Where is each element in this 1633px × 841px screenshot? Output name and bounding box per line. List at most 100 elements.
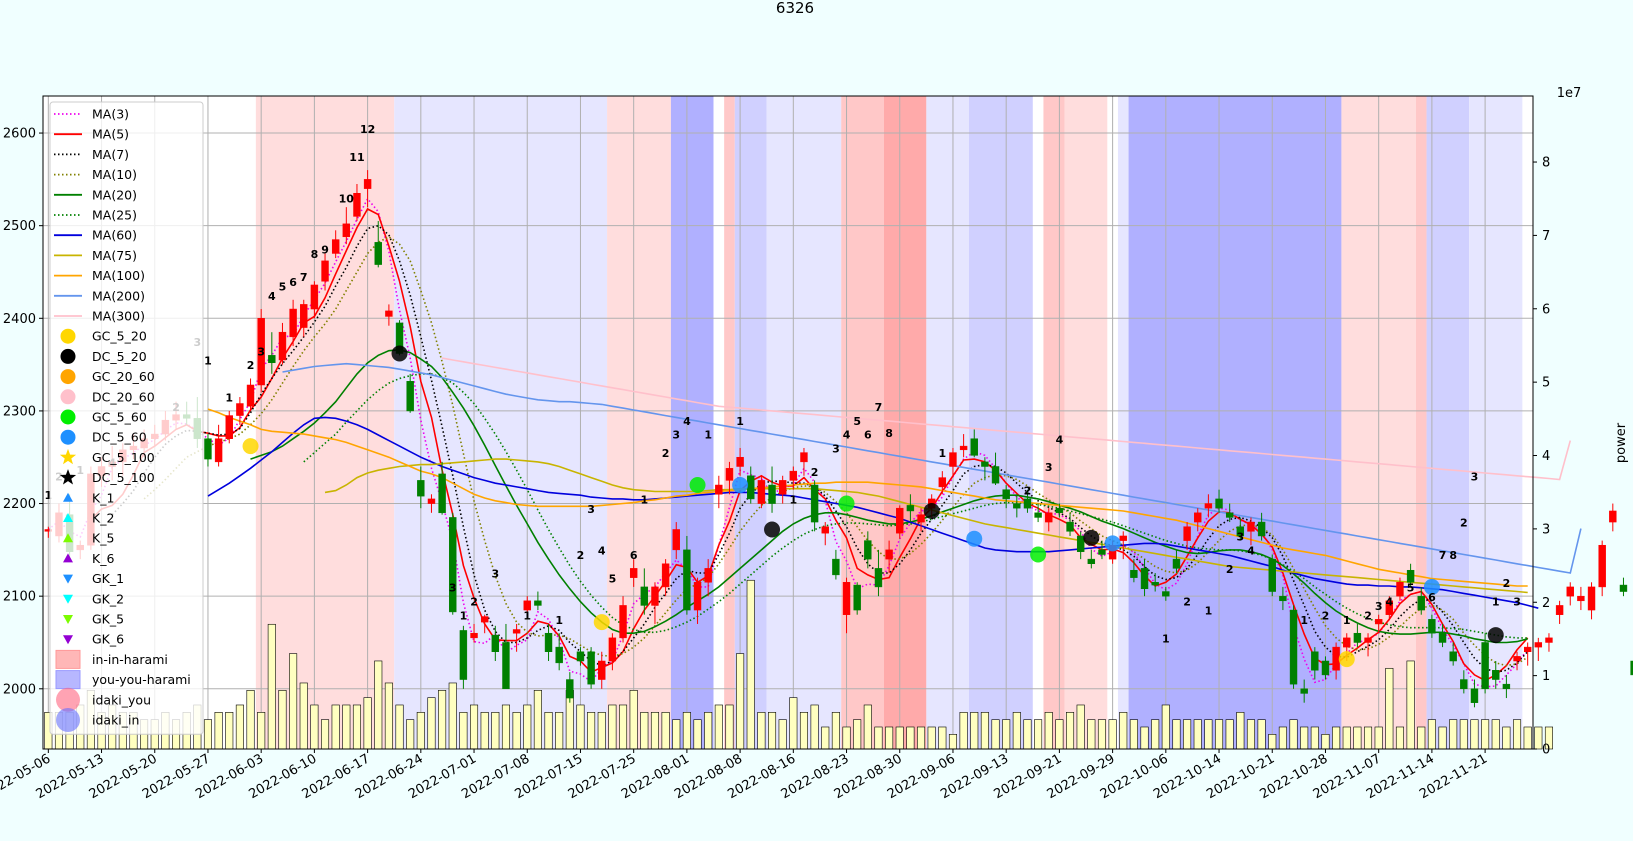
cross-signals <box>242 345 1504 668</box>
candle-body <box>1396 582 1404 597</box>
count-label: 8 <box>885 427 893 440</box>
ma-line <box>282 362 1582 574</box>
volume-bar <box>480 712 489 750</box>
volume-bar <box>736 653 745 750</box>
count-label: 4 <box>268 290 276 303</box>
legend-label: DC_5_60 <box>92 430 147 445</box>
count-label: 3 <box>587 503 595 516</box>
volume-bar <box>895 726 904 750</box>
volume-bar <box>863 704 872 750</box>
volume-bar <box>1459 719 1468 750</box>
volume-bar <box>1544 726 1553 750</box>
candle-body <box>225 415 233 439</box>
harami-band <box>255 96 395 749</box>
legend-box <box>49 101 204 735</box>
harami-band <box>1415 96 1427 749</box>
count-label: 1 <box>789 494 797 507</box>
ma-line <box>207 408 1528 587</box>
volume-bar <box>959 712 968 750</box>
candle-body <box>874 568 883 588</box>
candle-body <box>502 642 510 690</box>
harami-band <box>394 96 608 749</box>
harami-band <box>724 96 735 749</box>
candle-body <box>1311 651 1319 671</box>
volume-bar <box>661 712 670 750</box>
count-label: 1 <box>704 429 712 442</box>
volume-bar <box>459 712 468 750</box>
y2-tick-label: 3 <box>1542 522 1550 537</box>
legend-label: GC_20_60 <box>92 369 155 384</box>
volume-bar <box>384 682 393 750</box>
legend-label: K_2 <box>92 511 114 526</box>
candle-body <box>459 630 468 680</box>
candle-body <box>246 384 255 407</box>
volume-bar <box>278 690 287 750</box>
y-tick-label: 2200 <box>3 497 36 512</box>
candle-body <box>544 632 553 652</box>
harami-band <box>1064 96 1108 749</box>
candle-body <box>1460 679 1468 690</box>
candle-body <box>1438 632 1447 643</box>
candle-body <box>1321 660 1330 676</box>
legend-label: MA(300) <box>92 309 145 324</box>
legend-swatch <box>60 389 76 405</box>
legend-label: DC_5_20 <box>92 349 147 364</box>
volume-bar <box>491 712 500 750</box>
volume-bar <box>246 690 255 750</box>
candle-body <box>1130 569 1138 578</box>
y2-tick-label: 4 <box>1542 449 1550 464</box>
volume-bar <box>1449 719 1458 750</box>
candle-body <box>1087 558 1096 565</box>
candle-body <box>1002 489 1010 500</box>
candle-body <box>1204 503 1213 509</box>
ma-line <box>143 235 1529 667</box>
volume-bar <box>1097 719 1106 750</box>
y2-tick-label: 1 <box>1542 669 1550 684</box>
candle-body <box>1332 646 1340 671</box>
legend-swatch <box>63 594 73 604</box>
y-tick-label: 2500 <box>3 219 36 234</box>
candle-body <box>768 484 776 504</box>
candle-body <box>587 651 595 685</box>
candle-body <box>268 355 276 364</box>
candle-body <box>512 629 521 634</box>
legend-swatch <box>55 670 81 690</box>
candle-body <box>810 484 819 523</box>
candle-body <box>1343 637 1351 648</box>
count-label: 3 <box>1236 531 1244 544</box>
candle-body <box>300 304 308 328</box>
legend-label: MA(5) <box>92 127 129 142</box>
harami-band <box>1117 96 1129 749</box>
volume-bar <box>1502 726 1511 750</box>
legend-label: MA(25) <box>92 208 137 223</box>
count-label: 1 <box>1343 614 1351 627</box>
volume-bar <box>1066 712 1075 750</box>
signal-marker <box>593 614 610 631</box>
legend-swatch <box>60 328 76 344</box>
volume-bar <box>831 712 840 750</box>
candle-body <box>321 260 329 282</box>
volume-bar <box>704 712 713 750</box>
count-label: 4 <box>1385 595 1393 608</box>
volume-bar <box>1087 719 1096 750</box>
count-label: 2 <box>662 447 670 460</box>
volume-bar <box>427 697 436 750</box>
legend-swatch <box>63 574 73 584</box>
candle-body <box>1151 582 1159 586</box>
candle-body <box>1215 498 1223 509</box>
candle-body <box>778 480 787 495</box>
legend-swatch <box>60 409 76 425</box>
axes-frame <box>42 95 1534 750</box>
candle-body <box>1577 595 1585 602</box>
volume-bar <box>406 719 415 750</box>
volume-bar <box>1055 719 1064 750</box>
legend-label: MA(3) <box>92 107 129 122</box>
count-label: 3 <box>449 582 457 595</box>
candle-body <box>1374 619 1383 625</box>
candle-body <box>747 475 755 500</box>
candle-body <box>1055 507 1064 514</box>
candle-body <box>981 461 989 467</box>
legend-label: MA(7) <box>92 147 129 162</box>
volume-bar <box>374 660 383 750</box>
count-label: 5 <box>853 415 861 428</box>
